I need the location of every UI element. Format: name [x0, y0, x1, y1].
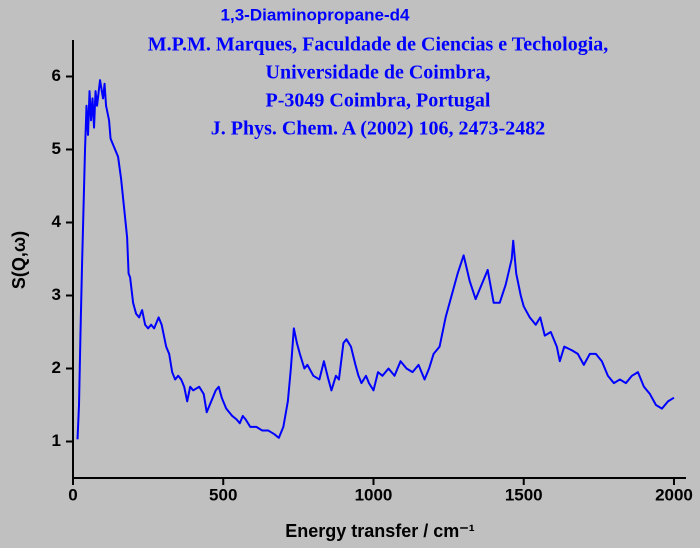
y-tick-label: 1 — [52, 431, 61, 450]
x-tick-label: 500 — [209, 485, 237, 504]
annotation: M.P.M. Marques, Faculdade de Ciencias e … — [148, 34, 609, 56]
data-line — [76, 79, 675, 440]
x-tick-label: 0 — [68, 485, 77, 504]
x-tick-label: 1000 — [355, 485, 393, 504]
y-tick-label: 5 — [52, 139, 61, 158]
annotation: Universidade de Coimbra, — [266, 62, 491, 84]
y-tick-label: 6 — [52, 66, 61, 85]
x-tick-label: 1500 — [505, 485, 543, 504]
annotation: J. Phys. Chem. A (2002) 106, 2473-2482 — [211, 118, 545, 140]
chart-title: 1,3-Diaminopropane-d4 — [221, 5, 410, 24]
y-tick-label: 3 — [52, 285, 61, 304]
y-tick-label: 4 — [52, 212, 62, 231]
annotation: P-3049 Coimbra, Portugal — [266, 90, 491, 112]
x-axis-label: Energy transfer / cm⁻¹ — [285, 521, 475, 541]
x-tick-label: 2000 — [655, 485, 693, 504]
y-axis-label: S(Q,ω) — [9, 231, 29, 289]
y-tick-label: 2 — [52, 358, 61, 377]
